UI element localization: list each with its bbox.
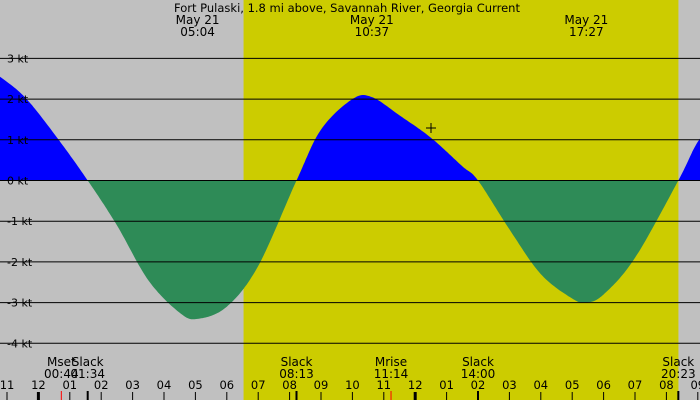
- y-tick-label: -3 kt: [7, 297, 33, 310]
- top-label-date: May 21: [176, 13, 220, 27]
- y-tick-label: 3 kt: [7, 52, 29, 65]
- x-tick-label: 05: [565, 378, 580, 392]
- y-tick-label: -4 kt: [7, 337, 33, 350]
- event-time: 20:23: [661, 367, 696, 381]
- top-label-time: 10:37: [355, 25, 390, 39]
- plus-marker: [426, 123, 436, 133]
- event-time: 01:34: [70, 367, 105, 381]
- x-tick-label: 10: [345, 378, 360, 392]
- event-time: 08:13: [279, 367, 314, 381]
- event-label: Slack: [662, 355, 694, 369]
- event-label: Mset: [47, 355, 76, 369]
- y-tick-label: 2 kt: [7, 93, 29, 106]
- x-tick-label: 08: [659, 378, 674, 392]
- y-tick-label: 0 kt: [7, 175, 29, 188]
- x-axis-ticks: 11 12 01 02 03 04 05 06 07 08 09 10 11 12 01 02 03 04 05 06…: [0, 378, 700, 400]
- x-tick-label: 09: [690, 378, 700, 392]
- x-tick-label: 07: [628, 378, 643, 392]
- top-label-time: 05:04: [180, 25, 215, 39]
- x-tick-label: 02: [94, 378, 109, 392]
- x-tick-label: 05: [188, 378, 203, 392]
- x-tick-label: 03: [125, 378, 140, 392]
- top-label-date: May 21: [564, 13, 608, 27]
- x-tick-label: 06: [596, 378, 611, 392]
- event-time: 14:00: [461, 367, 496, 381]
- x-tick-label: 01: [439, 378, 454, 392]
- event-time: 11:14: [374, 367, 409, 381]
- event-label: Mrise: [375, 355, 407, 369]
- x-tick-label: 12: [31, 378, 46, 392]
- event-time: 00:44: [44, 367, 79, 381]
- y-tick-label: -2 kt: [7, 256, 33, 269]
- x-tick-label: 04: [533, 378, 548, 392]
- flood-area: [0, 76, 700, 181]
- gridlines: [0, 57, 700, 344]
- ebb-area: [0, 180, 700, 320]
- x-tick-label: 01: [62, 378, 77, 392]
- x-tick-label: 02: [471, 378, 486, 392]
- x-tick-label: 11: [0, 378, 14, 392]
- y-tick-label: -1 kt: [7, 215, 33, 228]
- x-tick-label: 08: [282, 378, 297, 392]
- y-axis-labels: 3 kt 2 kt 1 kt 0 kt -1 kt -2 kt -3 kt -4 kt: [7, 52, 33, 350]
- x-tick-label: 11: [376, 378, 391, 392]
- x-tick-label: 04: [157, 378, 172, 392]
- current-area-layer: [0, 76, 700, 320]
- event-label: Slack: [72, 355, 104, 369]
- x-tick-label: 03: [502, 378, 517, 392]
- x-tick-label: 12: [408, 378, 423, 392]
- x-tick-label: 09: [314, 378, 329, 392]
- event-label: Slack: [462, 355, 494, 369]
- x-tick-label: 07: [251, 378, 266, 392]
- top-label-date: May 21: [350, 13, 394, 27]
- event-label: Slack: [281, 355, 313, 369]
- x-tick-label: 06: [219, 378, 234, 392]
- chart-title: Fort Pulaski, 1.8 mi above, Savannah Riv…: [174, 1, 520, 15]
- top-label-time: 17:27: [569, 25, 604, 39]
- y-tick-label: 1 kt: [7, 134, 29, 147]
